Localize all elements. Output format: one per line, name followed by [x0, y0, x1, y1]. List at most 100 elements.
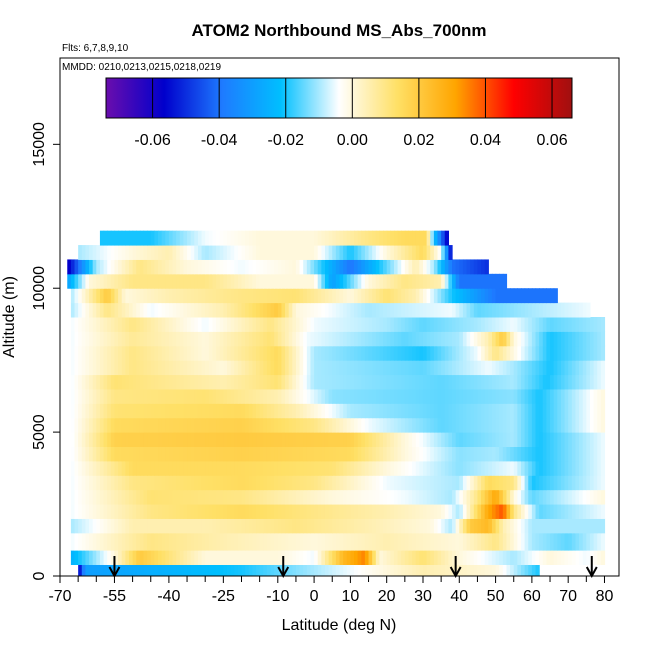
heatmap-cell — [201, 518, 206, 534]
heatmap-cell — [314, 245, 319, 260]
heatmap-cell — [390, 273, 395, 289]
heatmap-cell — [317, 317, 322, 332]
heatmap-cell — [161, 331, 166, 347]
heatmap-cell — [125, 317, 130, 332]
heatmap-cell — [589, 489, 595, 505]
heatmap-cell — [375, 388, 381, 404]
heatmap-cell — [299, 374, 304, 390]
heatmap-cell — [277, 345, 283, 361]
heatmap-cell — [285, 288, 290, 304]
heatmap-cell — [168, 460, 174, 476]
heatmap-cell — [582, 432, 587, 447]
heatmap-cell — [488, 446, 493, 462]
heatmap-cell — [226, 374, 232, 390]
heatmap-cell — [550, 518, 555, 534]
heatmap-cell — [379, 360, 384, 376]
heatmap-cell — [114, 259, 119, 275]
heatmap-cell — [506, 345, 511, 361]
heatmap-cell — [234, 259, 239, 275]
heatmap-cell — [430, 417, 435, 433]
heatmap-cell — [401, 345, 406, 361]
heatmap-cell — [415, 388, 420, 404]
heatmap-cell — [234, 432, 239, 447]
heatmap-cell — [201, 345, 206, 361]
heatmap-cell — [502, 403, 508, 419]
heatmap-cell — [560, 403, 566, 419]
heatmap-cell — [295, 288, 301, 304]
heatmap-cell — [459, 388, 464, 404]
heatmap-cell — [426, 288, 431, 304]
heatmap-cell — [415, 360, 420, 376]
heatmap-cell — [459, 374, 464, 390]
heatmap-cell — [466, 403, 471, 419]
heatmap-cell — [364, 288, 370, 304]
heatmap-cell — [277, 374, 283, 390]
heatmap-cell — [165, 360, 170, 376]
heatmap-cell — [172, 432, 177, 447]
heatmap-cell — [495, 417, 500, 433]
heatmap-cell — [557, 550, 562, 565]
heatmap-cell — [350, 374, 355, 390]
heatmap-cell — [368, 302, 373, 318]
heatmap-cell — [176, 518, 181, 534]
heatmap-cell — [212, 245, 217, 260]
heatmap-cell — [128, 374, 134, 390]
heatmap-cell — [92, 317, 97, 332]
heatmap-cell — [121, 504, 126, 519]
heatmap-cell — [415, 489, 420, 505]
heatmap-cell — [455, 288, 460, 304]
heatmap-cell — [357, 388, 362, 404]
heatmap-cell — [230, 532, 235, 551]
heatmap-cell — [346, 259, 351, 275]
heatmap-cell — [292, 273, 297, 289]
heatmap-cell — [524, 504, 529, 519]
heatmap-cell — [386, 388, 391, 404]
heatmap-cell — [361, 446, 366, 462]
heatmap-cell — [408, 345, 413, 361]
heatmap-cell — [161, 446, 166, 462]
heatmap-cell — [317, 432, 322, 447]
heatmap-cell — [263, 446, 268, 462]
heatmap-cell — [103, 432, 108, 447]
heatmap-cell — [383, 460, 388, 476]
heatmap-cell — [397, 432, 402, 447]
heatmap-cell — [118, 388, 123, 404]
heatmap-cell — [466, 532, 471, 551]
heatmap-cell — [328, 518, 333, 534]
heatmap-cell — [415, 230, 420, 246]
heatmap-cell — [150, 388, 155, 404]
heatmap-cell — [419, 460, 424, 476]
heatmap-cell — [201, 460, 206, 476]
heatmap-cell — [415, 446, 420, 462]
heatmap-cell — [571, 460, 577, 476]
heatmap-cell — [70, 446, 76, 462]
heatmap-cell — [372, 504, 377, 519]
heatmap-cell — [484, 273, 489, 289]
heatmap-cell — [256, 288, 261, 304]
heatmap-cell — [208, 345, 214, 361]
x-tick-label: 50 — [487, 588, 505, 605]
heatmap-cell — [183, 317, 188, 332]
heatmap-cell — [484, 504, 489, 519]
heatmap-cell — [531, 446, 537, 462]
heatmap-cell — [110, 518, 116, 534]
heatmap-cell — [292, 245, 297, 260]
heatmap-cell — [168, 288, 174, 304]
heatmap-cell — [234, 245, 239, 260]
heatmap-cell — [528, 403, 533, 419]
heatmap-cell — [426, 460, 431, 476]
heatmap-cell — [361, 331, 366, 347]
heatmap-cell — [332, 532, 337, 551]
heatmap-cell — [99, 475, 105, 491]
heatmap-cell — [488, 432, 493, 447]
heatmap-cell — [546, 360, 551, 376]
heatmap-cell — [292, 403, 297, 419]
heatmap-cell — [89, 518, 94, 534]
heatmap-cell — [354, 564, 359, 577]
heatmap-cell — [281, 273, 286, 289]
heatmap-cell — [252, 417, 257, 433]
heatmap-cell — [190, 245, 195, 260]
heatmap-cell — [256, 518, 261, 534]
heatmap-cell — [317, 518, 322, 534]
heatmap-cell — [212, 532, 217, 551]
